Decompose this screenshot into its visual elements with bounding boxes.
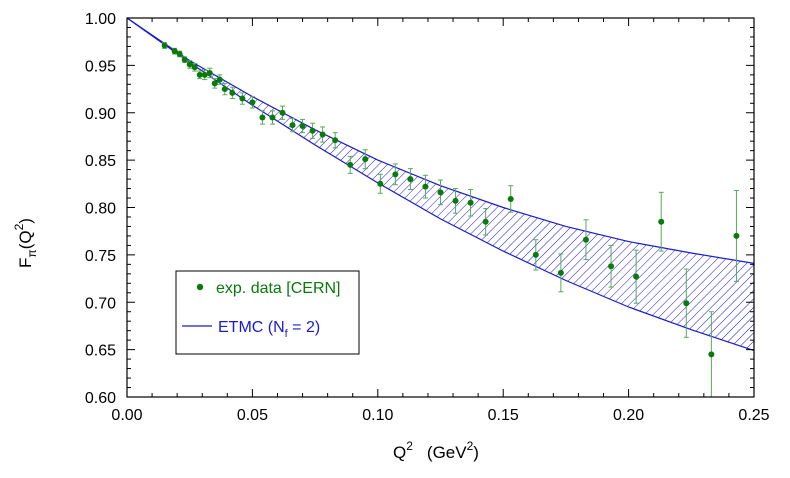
data-point: [221, 86, 228, 93]
data-point: [259, 114, 266, 121]
data-point: [211, 80, 218, 87]
data-point: [347, 161, 354, 168]
y-tick-label: 1.00: [85, 11, 116, 28]
legend: exp. data [CERN] ETMC (Nf = 2): [175, 270, 360, 355]
data-point: [299, 123, 306, 130]
data-point: [176, 51, 183, 58]
data-point: [377, 180, 384, 187]
etmc-band-fill: [127, 18, 754, 351]
y-tick-label: 0.85: [85, 153, 116, 170]
y-tick-label: 0.80: [85, 201, 116, 218]
data-point: [319, 131, 326, 138]
data-point: [171, 48, 178, 55]
data-point: [161, 42, 168, 49]
data-point: [249, 99, 256, 106]
x-ticks: 0.00 0.05 0.10 0.15 0.20 0.25: [111, 18, 770, 424]
x-tick-label: 0.20: [613, 407, 644, 424]
data-point: [229, 89, 236, 96]
data-point: [309, 127, 316, 134]
data-point: [181, 56, 188, 63]
data-point: [482, 218, 489, 225]
data-point: [186, 61, 193, 68]
data-point: [289, 122, 296, 129]
legend-label-etmc: ETMC (Nf = 2): [218, 319, 320, 340]
y-tick-label: 0.65: [85, 343, 116, 360]
data-point: [269, 114, 276, 121]
y-axis-label: Fπ(Q2): [12, 218, 39, 268]
data-point: [633, 273, 640, 280]
data-point: [196, 71, 203, 78]
data-point: [582, 236, 589, 243]
data-point: [407, 176, 414, 183]
x-axis-label: Q2 (GeV2): [393, 439, 479, 462]
data-point: [658, 218, 665, 225]
data-point: [362, 156, 369, 163]
data-point: [557, 269, 564, 276]
y-tick-label: 0.70: [85, 295, 116, 312]
legend-label-data: exp. data [CERN]: [216, 280, 341, 297]
x-tick-label: 0.10: [362, 407, 393, 424]
data-point: [507, 195, 514, 202]
data-point: [733, 232, 740, 239]
data-point: [216, 76, 223, 83]
data-point: [437, 189, 444, 196]
data-point: [422, 183, 429, 190]
y-tick-label: 0.60: [85, 390, 116, 407]
data-point: [239, 95, 246, 102]
legend-box: [175, 270, 360, 355]
x-tick-label: 0.25: [738, 407, 769, 424]
x-tick-label: 0.15: [488, 407, 519, 424]
y-ticks: 0.60 0.65 0.70 0.75 0.80 0.85 0.90 0.95 1.00: [85, 11, 754, 407]
y-tick-label: 0.75: [85, 248, 116, 265]
data-point: [332, 137, 339, 144]
x-tick-label: 0.05: [237, 407, 268, 424]
y-tick-label: 0.90: [85, 106, 116, 123]
data-point: [608, 263, 615, 270]
data-point: [532, 251, 539, 258]
etmc-band-upper-edge: [126, 17, 755, 264]
data-point: [201, 71, 208, 78]
data-point: [467, 199, 474, 206]
data-point: [279, 109, 286, 116]
data-point: [708, 351, 715, 358]
data-point: [452, 197, 459, 204]
y-tick-label: 0.95: [85, 58, 116, 75]
data-point: [392, 171, 399, 178]
x-tick-label: 0.00: [111, 407, 142, 424]
data-point: [191, 64, 198, 71]
legend-marker-data: [196, 283, 204, 291]
data-points-layer: [161, 42, 740, 358]
data-point: [206, 69, 213, 76]
data-point: [683, 300, 690, 307]
